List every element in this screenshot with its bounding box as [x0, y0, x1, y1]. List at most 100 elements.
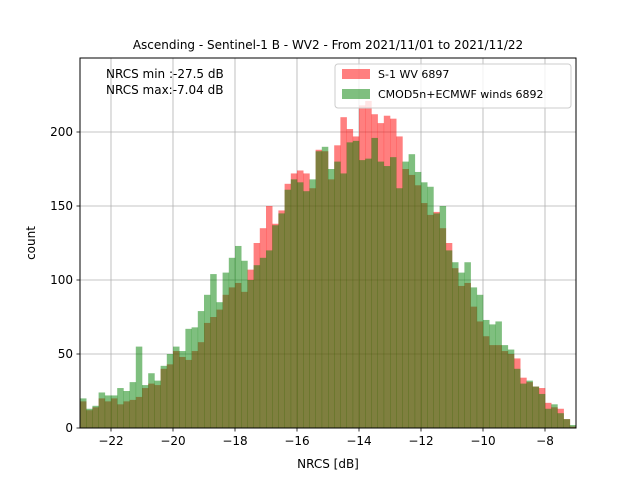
nrcs-max-annotation: NRCS max:-7.04 dB [106, 83, 223, 97]
x-axis-label: NRCS [dB] [297, 457, 359, 471]
y-tick-label: 200 [50, 125, 73, 139]
histogram-bar [278, 213, 285, 428]
histogram-bar [204, 294, 211, 428]
histogram-bar [253, 265, 261, 428]
histogram-bar [408, 154, 416, 428]
histogram-bar [476, 294, 484, 428]
histogram-bar [272, 225, 279, 428]
histogram-bar [86, 408, 93, 428]
legend-label-s1: S-1 WV 6897 [378, 68, 449, 81]
histogram-bar [241, 260, 248, 428]
histogram-bar [526, 380, 533, 428]
histogram-bar [309, 179, 316, 428]
histogram-bar [191, 327, 199, 428]
histogram-bar [266, 250, 273, 428]
histogram-bar [520, 383, 527, 428]
histogram-bar [80, 398, 87, 428]
y-tick-label: 150 [50, 199, 73, 213]
histogram-bar [514, 368, 521, 428]
histogram-bar [402, 161, 409, 428]
histogram-bar [129, 382, 137, 428]
histogram-bar [532, 386, 540, 428]
histogram-bar [458, 272, 465, 428]
plot-frame [79, 57, 577, 429]
histogram-bar [315, 151, 323, 429]
histogram-bar [290, 179, 298, 428]
histogram-bar [557, 413, 564, 428]
histogram-bar [538, 393, 546, 428]
legend: S-1 WV 6897 CMOD5n+ECMWF winds 6892 [334, 63, 572, 109]
x-tick-label: −20 [160, 434, 185, 448]
histogram-bar [495, 321, 502, 428]
histogram-bar [98, 392, 106, 428]
histogram-bar [421, 182, 428, 428]
histogram-bar [297, 182, 304, 428]
histogram-bar [117, 388, 124, 428]
histogram-bar [185, 328, 192, 428]
histogram-bar [371, 137, 378, 429]
histogram-bar [483, 319, 490, 428]
x-tick-label: −8 [536, 434, 554, 448]
histogram-bar [563, 419, 571, 428]
x-tick-label: −10 [470, 434, 495, 448]
histogram-bar [104, 395, 112, 428]
histogram-bar [359, 160, 366, 428]
series-cmod-bars [80, 137, 577, 429]
histogram-bar [321, 146, 329, 429]
histogram-bar [352, 140, 360, 428]
legend-swatch-cmod [342, 89, 370, 99]
x-tick-label: −14 [346, 434, 371, 448]
histogram-bar [247, 280, 254, 428]
histogram-bar [383, 166, 391, 429]
histogram-bar [92, 405, 99, 428]
histogram-bar [390, 157, 397, 428]
histogram-bar [365, 158, 372, 428]
histogram-bar [123, 391, 130, 428]
histogram-bar [284, 189, 292, 428]
y-tick-label: 100 [50, 273, 73, 287]
y-tick-label: 0 [65, 421, 73, 435]
histogram-bar [235, 245, 242, 428]
histogram-bar [545, 408, 552, 428]
y-axis-label: count [24, 226, 38, 260]
histogram-bar [179, 351, 186, 428]
x-tick-label: −16 [284, 434, 309, 448]
histogram-bar [507, 349, 515, 428]
histogram-bar [166, 354, 174, 428]
histogram-bar [377, 161, 385, 428]
histogram-bar [197, 311, 205, 428]
histogram-bar [210, 274, 217, 428]
chart-title: Ascending - Sentinel-1 B - WV2 - From 20… [133, 38, 523, 52]
histogram-bar [551, 404, 558, 428]
x-tick-label: −12 [408, 434, 433, 448]
histogram-bar [160, 365, 168, 428]
histogram-bar [328, 169, 335, 428]
histogram-bar [154, 380, 161, 428]
legend-box [334, 63, 572, 109]
histogram-bar [259, 257, 267, 428]
histogram-bar [396, 188, 403, 428]
nrcs-min-annotation: NRCS min :-27.5 dB [106, 67, 224, 81]
histogram-bar [452, 262, 459, 428]
histogram-bar [433, 213, 440, 428]
histogram-bar [111, 395, 118, 428]
x-tick-label: −18 [222, 434, 247, 448]
histogram-bar [216, 302, 223, 428]
histogram-bar [135, 346, 143, 428]
histogram-bar [222, 272, 230, 428]
histogram-bar [445, 250, 453, 428]
histogram-bar [464, 262, 471, 428]
histogram-bar [346, 142, 354, 429]
histogram-bar [427, 186, 434, 428]
histogram-bar [148, 373, 155, 428]
histogram-bar [501, 345, 509, 428]
histogram-bar [228, 257, 236, 428]
legend-label-cmod: CMOD5n+ECMWF winds 6892 [378, 88, 544, 101]
histogram-bar [334, 161, 341, 428]
histogram-bar [340, 173, 347, 428]
y-axis-ticks: 0 50 100 150 200 [50, 125, 80, 435]
legend-swatch-s1 [342, 69, 370, 79]
histogram-bar [489, 324, 496, 428]
x-tick-label: −22 [98, 434, 123, 448]
